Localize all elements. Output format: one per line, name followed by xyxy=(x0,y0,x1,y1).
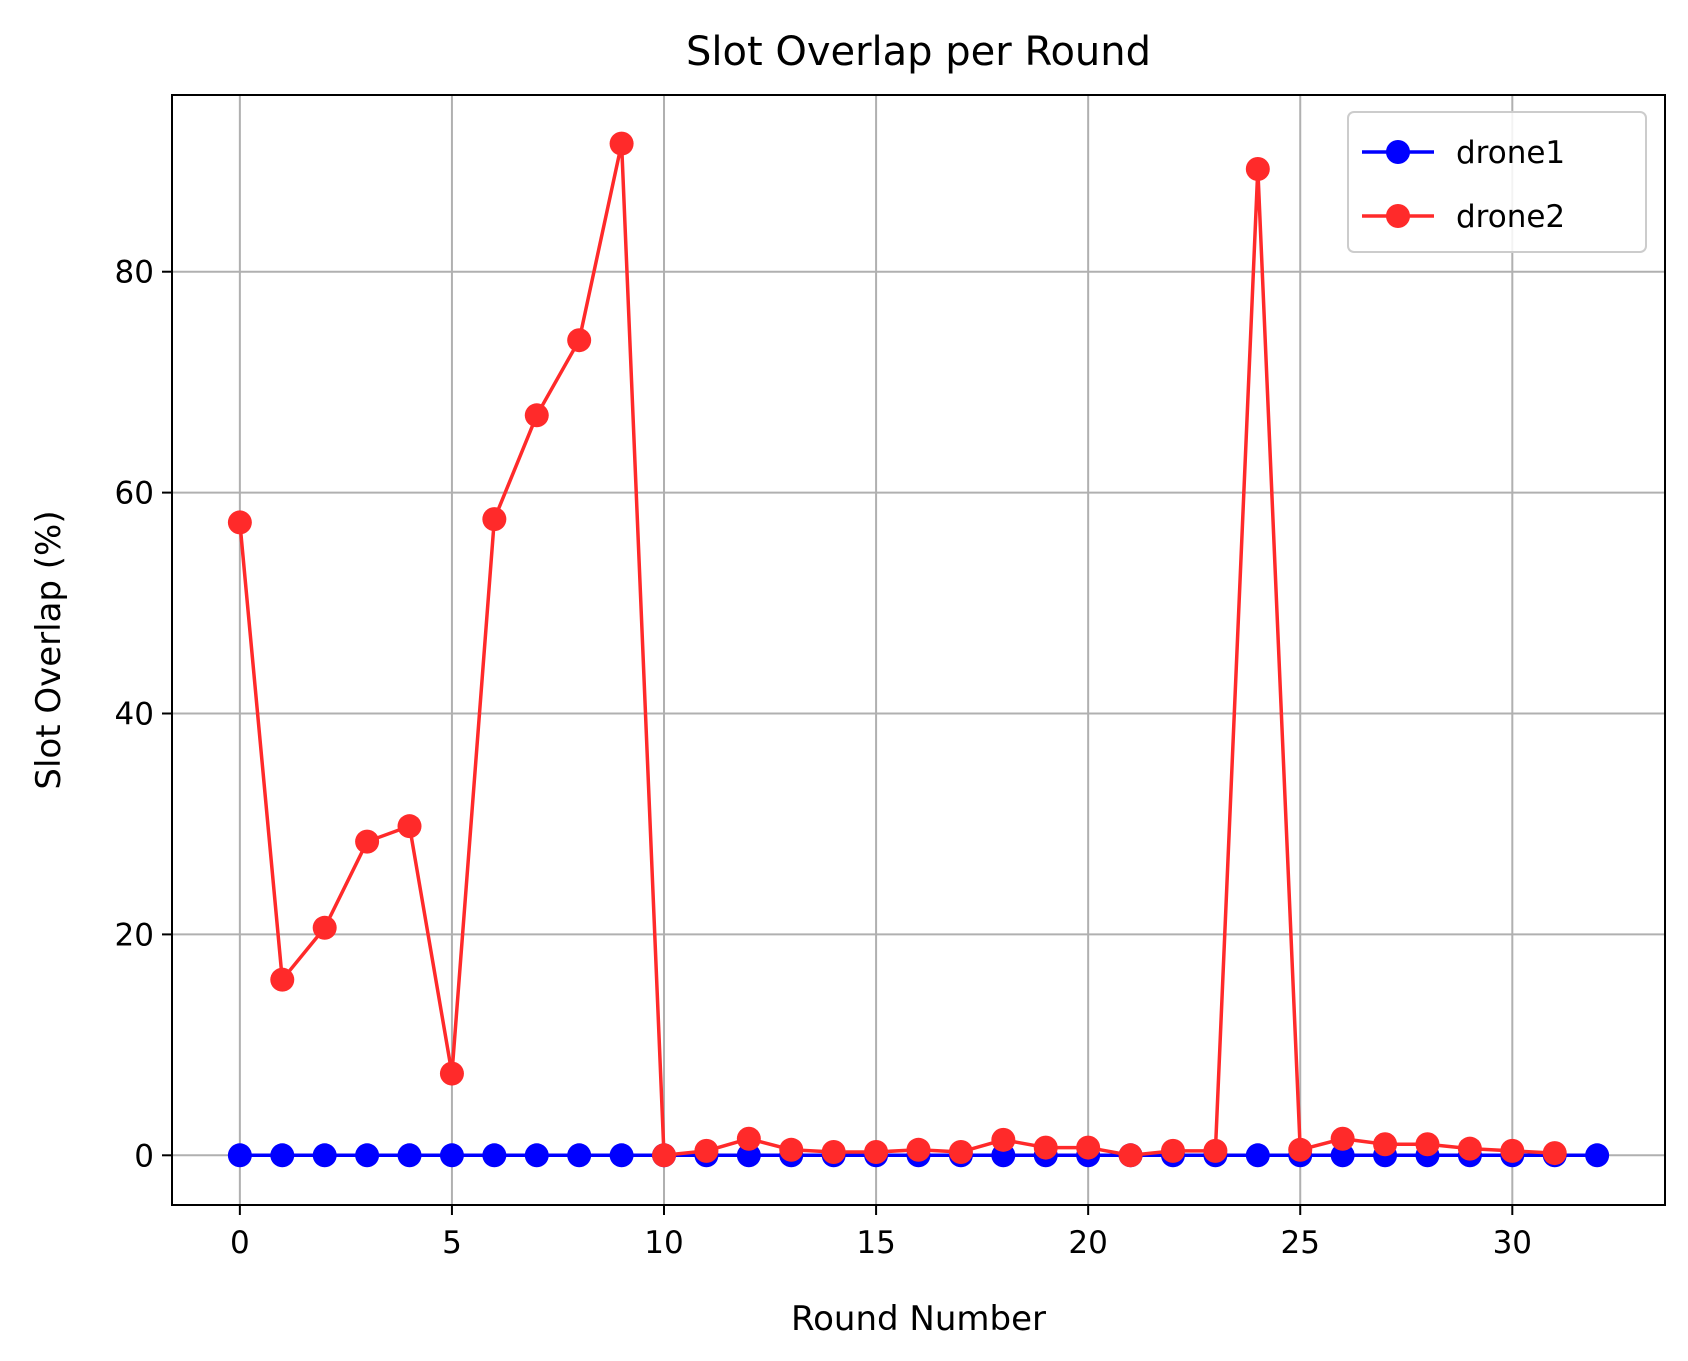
y-tick-label: 0 xyxy=(134,1138,154,1174)
data-point-drone2 xyxy=(439,1061,464,1086)
data-point-drone2 xyxy=(270,967,295,992)
data-point-drone2 xyxy=(779,1137,804,1162)
data-point-drone2 xyxy=(821,1139,846,1164)
data-point-drone2 xyxy=(1457,1136,1482,1161)
data-point-drone1 xyxy=(524,1143,549,1168)
data-point-drone1 xyxy=(567,1143,592,1168)
y-tick-label: 40 xyxy=(115,697,154,733)
data-point-drone2 xyxy=(1033,1135,1058,1160)
y-tick-label: 60 xyxy=(115,476,154,512)
data-point-drone2 xyxy=(227,510,252,535)
data-point-drone2 xyxy=(694,1138,719,1163)
x-tick-label: 15 xyxy=(856,1225,895,1261)
data-point-drone1 xyxy=(312,1143,337,1168)
legend: drone1 drone2 xyxy=(1347,111,1647,253)
data-point-drone1 xyxy=(439,1143,464,1168)
x-tick-label: 10 xyxy=(644,1225,683,1261)
x-axis-label: Round Number xyxy=(791,1299,1046,1339)
data-point-drone2 xyxy=(1542,1141,1567,1166)
data-point-drone2 xyxy=(991,1127,1016,1152)
data-point-drone2 xyxy=(1288,1137,1313,1162)
data-point-drone2 xyxy=(1330,1126,1355,1151)
data-point-drone1 xyxy=(227,1143,252,1168)
x-tick-label: 20 xyxy=(1068,1225,1107,1261)
data-point-drone2 xyxy=(482,507,507,532)
data-point-drone2 xyxy=(1415,1132,1440,1157)
data-point-drone1 xyxy=(1585,1143,1610,1168)
data-point-drone2 xyxy=(652,1143,677,1168)
data-point-drone1 xyxy=(1245,1143,1270,1168)
data-point-drone2 xyxy=(1373,1132,1398,1157)
x-tick-label: 30 xyxy=(1493,1225,1532,1261)
chart-title: Slot Overlap per Round xyxy=(686,29,1151,75)
legend-marker-drone2 xyxy=(1386,204,1410,228)
data-point-drone2 xyxy=(1076,1135,1101,1160)
data-point-drone2 xyxy=(355,829,380,854)
series-layer xyxy=(227,131,1610,1168)
x-tick-label: 25 xyxy=(1281,1225,1320,1261)
y-tick-label: 80 xyxy=(115,255,154,291)
data-point-drone2 xyxy=(1118,1143,1143,1168)
data-point-drone1 xyxy=(270,1143,295,1168)
data-point-drone2 xyxy=(312,915,337,940)
plot-frame xyxy=(171,94,1666,1206)
data-point-drone2 xyxy=(1160,1138,1185,1163)
tick-layer: 0 5 10 15 20 25 30 0 20 40 60 80 xyxy=(115,255,1532,1261)
data-point-drone2 xyxy=(1500,1138,1525,1163)
x-tick-label: 5 xyxy=(442,1225,462,1261)
y-tick-label: 20 xyxy=(115,917,154,953)
data-point-drone1 xyxy=(609,1143,634,1168)
data-point-drone1 xyxy=(355,1143,380,1168)
series-drone2 xyxy=(227,131,1567,1168)
data-point-drone2 xyxy=(567,328,592,353)
data-point-drone2 xyxy=(524,403,549,428)
data-point-drone2 xyxy=(864,1139,889,1164)
data-point-drone2 xyxy=(736,1126,761,1151)
legend-label-drone2: drone2 xyxy=(1456,199,1565,235)
data-point-drone2 xyxy=(906,1137,931,1162)
data-point-drone1 xyxy=(1330,1143,1355,1168)
y-axis-label: Slot Overlap (%) xyxy=(29,510,69,789)
data-point-drone2 xyxy=(1245,157,1270,181)
legend-label-drone1: drone1 xyxy=(1456,135,1565,171)
x-tick-label: 0 xyxy=(230,1225,250,1261)
legend-marker-drone1 xyxy=(1386,140,1410,164)
data-point-drone1 xyxy=(397,1143,422,1168)
data-point-drone1 xyxy=(736,1143,761,1168)
data-point-drone1 xyxy=(482,1143,507,1168)
data-point-drone2 xyxy=(397,814,422,839)
data-point-drone2 xyxy=(609,131,634,156)
data-point-drone2 xyxy=(948,1139,973,1164)
data-point-drone2 xyxy=(1203,1138,1228,1163)
